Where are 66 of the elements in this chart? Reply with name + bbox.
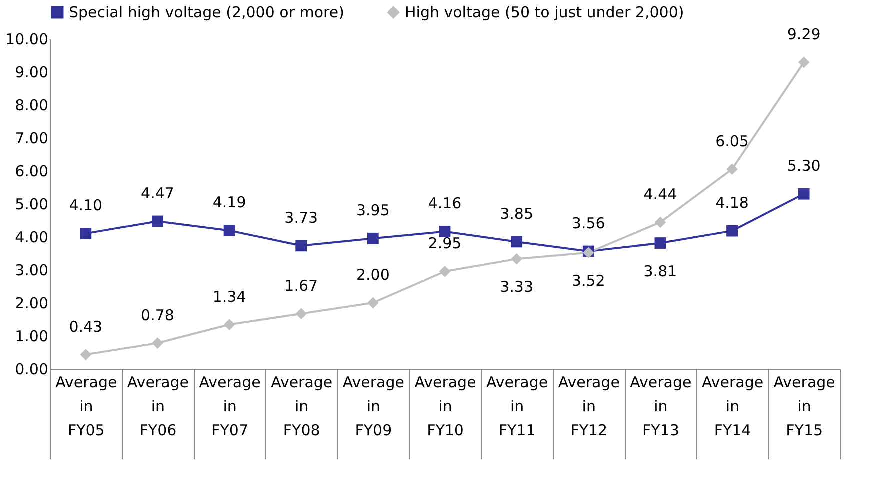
- data-label: 4.16: [428, 194, 462, 213]
- x-tick-label: Average in FY08: [271, 374, 333, 440]
- y-tick-label: 9.00: [15, 64, 48, 82]
- data-label: 3.52: [572, 272, 606, 290]
- point: [224, 225, 236, 236]
- point: [511, 253, 523, 265]
- data-label: 4.19: [212, 194, 246, 212]
- data-label: 4.47: [141, 184, 174, 202]
- point: [152, 338, 164, 349]
- data-label: 6.05: [716, 132, 749, 150]
- point: [726, 225, 738, 237]
- y-tick-label: 7.00: [15, 130, 48, 148]
- x-tick-label: Average in FY15: [774, 374, 836, 440]
- point: [152, 216, 164, 228]
- data-label: 0.43: [69, 318, 103, 336]
- legend-label: High voltage (50 to just under 2,000): [405, 4, 684, 22]
- x-tick-label: Average in FY14: [702, 374, 764, 440]
- point: [798, 188, 810, 200]
- x-tick-label: Average in FY07: [199, 374, 261, 440]
- y-tick-label: 0.00: [15, 360, 48, 378]
- data-label: 3.33: [500, 278, 534, 296]
- data-label: 5.30: [787, 157, 821, 176]
- y-tick-label: 6.00: [15, 162, 48, 180]
- x-tick-label: Average in FY05: [56, 374, 118, 440]
- data-label: 3.95: [356, 202, 390, 220]
- point: [798, 56, 810, 68]
- data-label: 4.44: [644, 185, 678, 204]
- data-label: 1.67: [284, 276, 318, 295]
- point: [511, 236, 523, 248]
- data-label: 3.56: [572, 214, 606, 233]
- data-label: 2.00: [356, 266, 390, 284]
- y-tick-label: 5.00: [15, 196, 48, 214]
- point: [224, 319, 236, 330]
- point: [367, 297, 379, 309]
- data-label: 1.34: [212, 288, 246, 306]
- y-tick-label: 8.00: [15, 96, 48, 114]
- point: [439, 226, 451, 238]
- x-tick-label: Average in FY11: [486, 374, 548, 440]
- point: [296, 308, 308, 320]
- point: [654, 216, 666, 228]
- legend-label: Special high voltage (2,000 or more): [69, 4, 344, 22]
- y-tick-label: 10.00: [6, 30, 48, 48]
- point: [296, 240, 308, 252]
- data-label: 4.18: [716, 194, 749, 212]
- point: [80, 228, 92, 240]
- data-label: 9.29: [787, 25, 821, 44]
- data-label: 0.78: [141, 306, 174, 324]
- x-tick-label: Average in FY10: [414, 374, 476, 440]
- data-label: 2.95: [428, 234, 462, 253]
- point: [654, 238, 666, 249]
- point: [439, 266, 451, 278]
- data-label: 3.85: [500, 204, 534, 223]
- data-label: 3.81: [644, 262, 678, 280]
- y-tick-label: 1.00: [15, 328, 48, 346]
- data-label: 3.73: [284, 208, 318, 227]
- y-tick-label: 2.00: [15, 294, 48, 312]
- point: [80, 349, 92, 361]
- x-tick-label: Average in FY13: [630, 374, 692, 440]
- point: [726, 164, 738, 176]
- data-label: 4.10: [69, 196, 103, 215]
- x-tick-label: Average in FY12: [558, 374, 620, 440]
- y-tick-label: 4.00: [15, 228, 48, 246]
- point: [367, 232, 379, 244]
- x-tick-label: Average in FY06: [127, 374, 190, 440]
- x-tick-label: Average in FY09: [342, 374, 404, 440]
- y-tick-label: 3.00: [15, 262, 48, 280]
